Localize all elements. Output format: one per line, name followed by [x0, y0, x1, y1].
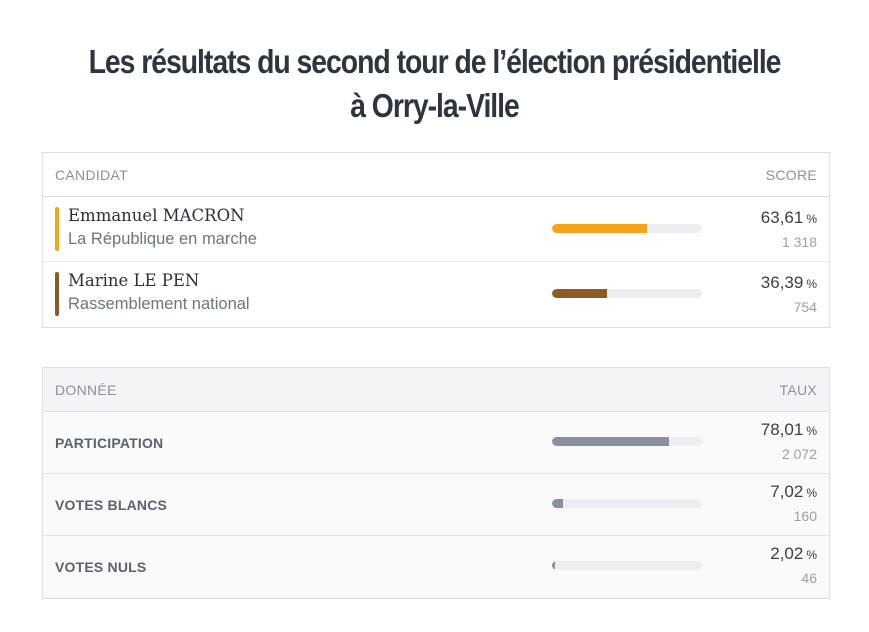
vote-count: 754 — [793, 299, 817, 315]
column-header-candidat: CANDIDAT — [55, 166, 128, 183]
score-percent-value: 63,61 — [760, 208, 804, 227]
column-header-taux: TAUX — [779, 381, 817, 398]
candidate-name: Marine LE PEN — [68, 271, 200, 290]
candidate-party: La République en marche — [68, 230, 257, 248]
candidate-row: Emmanuel MACRON La République en marche … — [43, 197, 829, 262]
data-row-votes-blancs: VOTES BLANCS 7,02% 160 — [43, 474, 829, 536]
rate-bar-fill — [552, 561, 556, 570]
candidate-party: Rassemblement national — [68, 295, 250, 313]
rate-count: 46 — [801, 570, 817, 586]
rate-bar-track — [552, 499, 702, 508]
percent-unit: % — [806, 486, 817, 500]
rate-percent-value: 2,02 — [770, 544, 804, 563]
rate-percent-value: 7,02 — [770, 482, 804, 501]
data-row-label: VOTES BLANCS — [55, 496, 168, 513]
column-header-donnee: DONNÉE — [55, 381, 117, 398]
column-header-score: SCORE — [765, 166, 817, 183]
data-row-label: PARTICIPATION — [55, 434, 164, 451]
rate-bar-fill — [552, 437, 669, 446]
percent-unit: % — [806, 212, 817, 226]
title-line-1: Les résultats du second tour de l’électi… — [88, 43, 782, 81]
score-percent: 36,39% — [761, 273, 817, 293]
candidate-color-bar — [55, 272, 59, 316]
candidate-name: Emmanuel MACRON — [68, 206, 245, 225]
rate-percent-value: 78,01 — [760, 420, 804, 439]
score-percent-value: 36,39 — [760, 273, 804, 292]
percent-unit: % — [806, 548, 817, 562]
data-row-participation: PARTICIPATION 78,01% 2 072 — [43, 412, 829, 474]
rate-percent: 2,02% — [770, 544, 817, 564]
data-row-votes-nuls: VOTES NULS 2,02% 46 — [43, 536, 829, 598]
page-title: Les résultats du second tour de l’électi… — [61, 40, 808, 128]
data-table-header: DONNÉE TAUX — [43, 368, 829, 412]
score-bar-track — [552, 289, 702, 298]
score-bar-fill — [552, 289, 607, 298]
score-bar-track — [552, 224, 702, 233]
rate-percent: 7,02% — [770, 482, 817, 502]
rate-bar-track — [552, 561, 702, 570]
score-percent: 63,61% — [761, 208, 817, 228]
candidate-row: Marine LE PEN Rassemblement national 36,… — [43, 262, 829, 327]
data-row-label: VOTES NULS — [55, 559, 147, 575]
results-table: CANDIDAT SCORE Emmanuel MACRON La Républ… — [42, 152, 830, 328]
rate-count: 2 072 — [781, 446, 817, 462]
rate-count: 160 — [793, 508, 817, 524]
percent-unit: % — [806, 277, 817, 291]
score-bar-fill — [552, 224, 648, 233]
data-table: DONNÉE TAUX PARTICIPATION 78,01% 2 072 V… — [42, 367, 830, 599]
rate-percent: 78,01% — [761, 420, 817, 440]
results-table-header: CANDIDAT SCORE — [43, 153, 829, 197]
rate-bar-track — [552, 437, 702, 446]
rate-bar-fill — [552, 499, 563, 508]
candidate-color-bar — [55, 207, 59, 251]
percent-unit: % — [806, 424, 817, 438]
title-line-2: à Orry-la-Ville — [350, 87, 520, 125]
vote-count: 1 318 — [781, 234, 817, 250]
